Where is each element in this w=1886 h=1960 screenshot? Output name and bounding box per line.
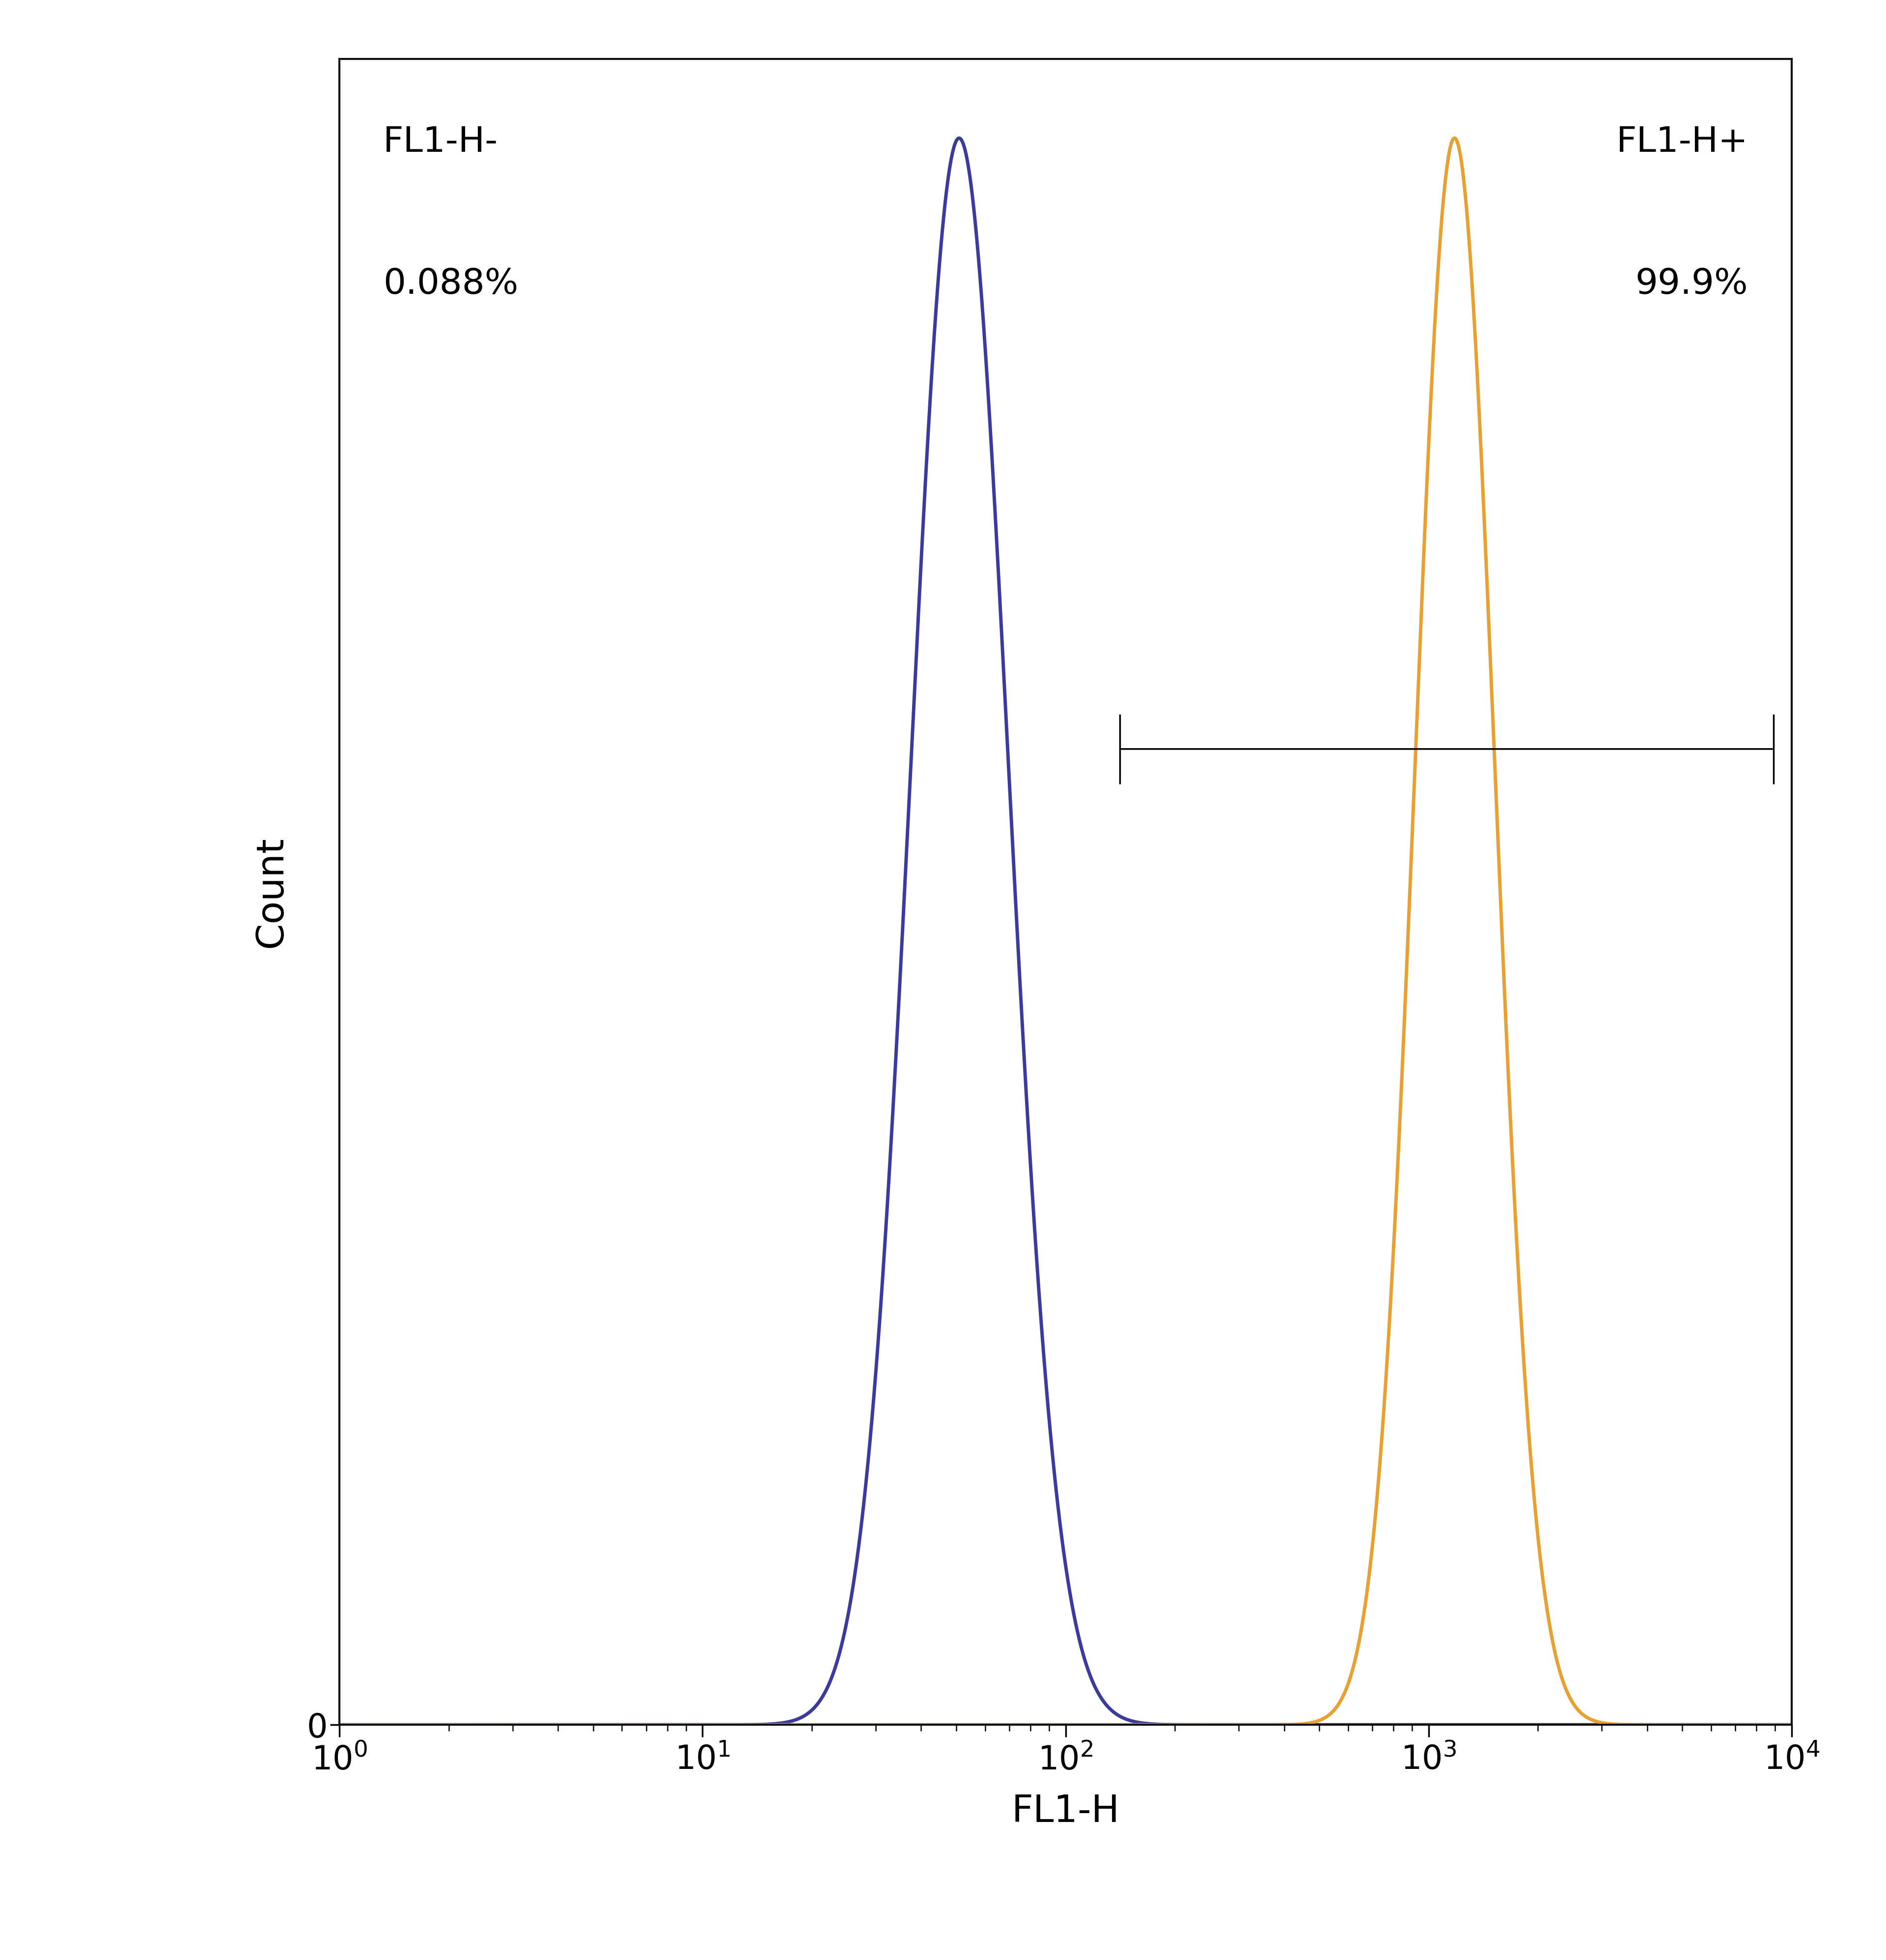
Text: FL1-H-: FL1-H- [383, 125, 498, 159]
Text: FL1-H+: FL1-H+ [1616, 125, 1748, 159]
Y-axis label: Count: Count [253, 837, 290, 947]
Text: 99.9%: 99.9% [1635, 267, 1748, 302]
Text: 0.088%: 0.088% [383, 267, 519, 302]
X-axis label: FL1-H: FL1-H [1011, 1793, 1120, 1831]
